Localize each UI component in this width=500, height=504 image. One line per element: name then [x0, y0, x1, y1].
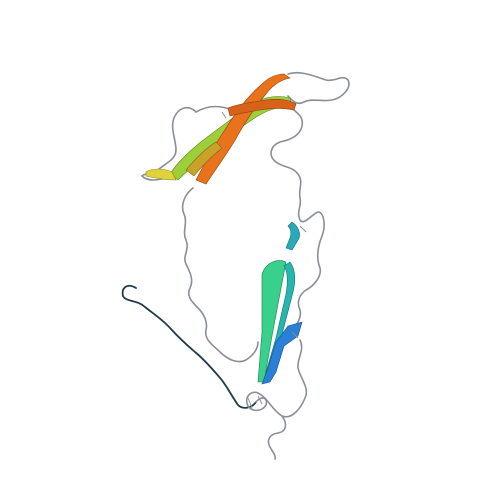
coil-n-terminus	[121, 284, 257, 409]
strand-green-long	[257, 260, 287, 383]
strand-orange-cross	[227, 98, 297, 117]
strand-teal-upper	[285, 221, 300, 251]
upper-beta-sheet	[145, 73, 297, 185]
coil-upper-left-loop	[141, 106, 197, 181]
strand-yellow-tip	[145, 168, 177, 181]
coil-top-right-loop	[287, 71, 350, 105]
strand-yellow-orange-blend	[185, 141, 223, 177]
coil-left-descent	[181, 187, 259, 363]
coil-bottom-tail	[267, 415, 287, 460]
lower-beta-sheet	[257, 221, 303, 385]
strand-blue	[261, 321, 303, 385]
coil-lower-loop	[245, 339, 308, 418]
side-chain-details	[221, 111, 307, 409]
coil-group	[121, 71, 350, 460]
coil-top-connector	[195, 105, 233, 113]
strand-orange-main	[195, 73, 291, 185]
strand-cyan	[265, 261, 296, 373]
coil-right-connector	[270, 104, 325, 331]
